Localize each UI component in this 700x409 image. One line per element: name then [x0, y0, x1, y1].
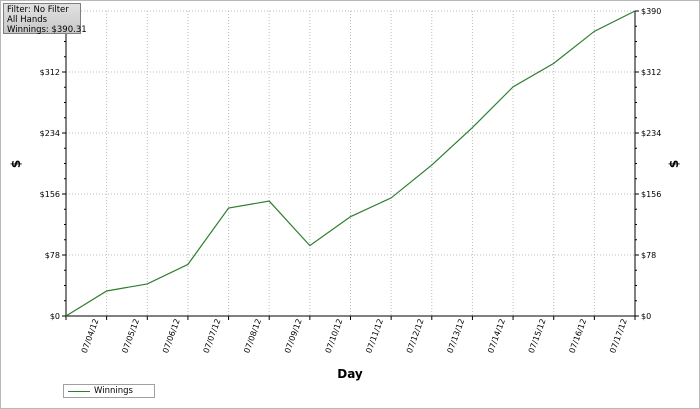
axes	[62, 10, 639, 320]
y-tick-label-left: $234	[40, 129, 60, 138]
legend-label-winnings: Winnings	[94, 386, 133, 396]
y-tick-label-left: $312	[40, 68, 60, 77]
filter-text: Filter: No Filter	[7, 5, 69, 15]
x-tick-label: 07/07/12	[202, 318, 223, 355]
y-tick-label-left: $78	[45, 251, 60, 260]
x-axis-title: Day	[337, 367, 363, 381]
x-tick-label: 07/14/12	[486, 318, 507, 355]
x-tick-label: 07/05/12	[120, 318, 141, 355]
x-tick-label: 07/11/12	[364, 318, 385, 355]
series-line-winnings	[65, 10, 636, 317]
y-tick-label-right: $0	[641, 312, 651, 321]
series-layer	[65, 10, 636, 317]
y-tick-label-right: $156	[641, 190, 661, 199]
filter-info-box: Filter: No Filter All Hands Winnings: $3…	[3, 3, 87, 35]
y-tick-label-left: $0	[50, 312, 60, 321]
x-tick-label: 07/10/12	[324, 318, 345, 355]
y-axis-title-right: $	[667, 160, 681, 168]
x-tick-label: 07/13/12	[446, 318, 467, 355]
y-tick-label-right: $234	[641, 129, 661, 138]
x-tick-label: 07/09/12	[283, 318, 304, 355]
hands-text: All Hands	[7, 15, 48, 25]
legend: Winnings	[63, 384, 155, 398]
x-tick-label: 07/04/12	[80, 318, 101, 355]
y-tick-label-right: $312	[641, 68, 661, 77]
x-tick-label: 07/15/12	[527, 318, 548, 355]
x-tick-label: 07/06/12	[161, 318, 182, 355]
x-tick-label: 07/17/12	[608, 318, 629, 355]
tick-labels: $0$0$78$78$156$156$234$234$312$312$390$3…	[40, 7, 662, 354]
y-tick-label-right: $78	[641, 251, 656, 260]
legend-swatch-winnings	[68, 391, 90, 392]
x-tick-label: 07/12/12	[405, 318, 426, 355]
x-tick-label: 07/16/12	[567, 318, 588, 355]
y-tick-label-left: $156	[40, 190, 60, 199]
y-tick-label-right: $390	[641, 7, 661, 16]
gridlines	[66, 10, 635, 316]
winnings-total-text: Winnings: $390.31	[7, 25, 87, 35]
y-axis-title-left: $	[9, 160, 23, 168]
x-tick-label: 07/08/12	[242, 318, 263, 355]
